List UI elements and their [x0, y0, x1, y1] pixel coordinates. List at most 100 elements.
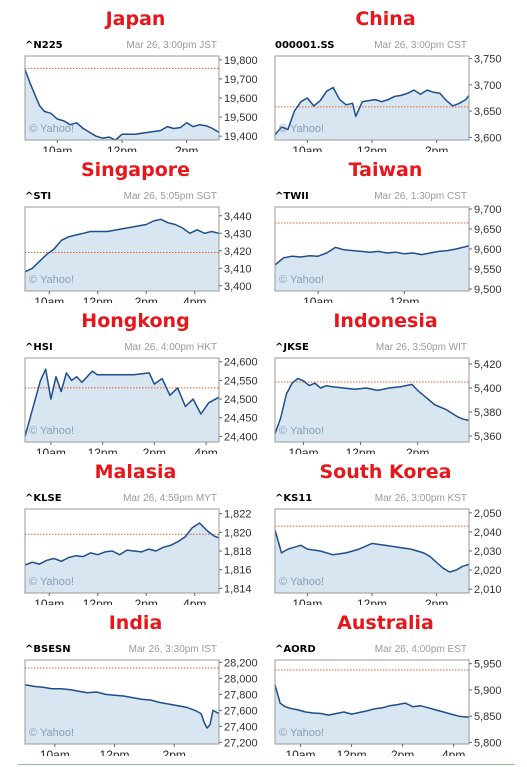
ticker-label: ^KLSE [25, 493, 62, 504]
chart-title-south-korea: South Korea [319, 461, 452, 483]
x-tick-label: 4pm [442, 748, 465, 756]
x-tick-label: 10am [303, 295, 333, 303]
x-tick-label: 2pm [391, 748, 414, 756]
y-tick-label: 5,900 [474, 685, 502, 697]
price-line [274, 684, 470, 718]
chart-taiwan: ^TWII Mar 26, 1:30pm CST © Yahoo! 9,700 9,65… [274, 191, 502, 303]
price-area [25, 684, 219, 744]
timestamp-label: Mar 26, 3:50pm WIT [376, 342, 467, 353]
price-area [275, 684, 469, 744]
yahoo-watermark: © Yahoo! [279, 727, 324, 739]
chart-panel-australia: Australia ^AORD Mar 26, 4:00pm EST © Yahoo!… [258, 606, 513, 756]
y-tick-label: 2,050 [474, 508, 502, 520]
x-tick-label: 12pm [107, 144, 137, 152]
y-tick-label: 1,820 [224, 527, 252, 539]
y-tick-label: 3,440 [224, 211, 252, 223]
plot-frame [274, 659, 470, 745]
x-tick-label: 12pm [88, 446, 118, 454]
y-tick-label: 27,400 [224, 721, 258, 733]
x-tick-label: 10am [40, 748, 70, 756]
plot-frame [274, 357, 470, 443]
x-tick-label: 4pm [183, 597, 206, 605]
timestamp-label: Mar 26, 4:00pm EST [375, 644, 467, 655]
price-area [25, 219, 219, 291]
ticker-label: ^JKSE [275, 342, 309, 353]
chart-hongkong: ^HSI Mar 26, 4:00pm HKT © Yahoo! 24,600 24,5… [24, 342, 258, 454]
chart-title-australia: Australia [337, 612, 434, 634]
y-tick-label: 1,814 [224, 583, 252, 595]
x-tick-label: 12pm [357, 144, 387, 152]
yahoo-watermark: © Yahoo! [279, 274, 324, 286]
chart-panel-japan: Japan ^N225 Mar 26, 3:00pm JST © Yahoo! 19,8… [8, 2, 263, 152]
y-tick-label: 28,200 [224, 657, 258, 669]
x-tick-label: 2pm [406, 446, 429, 454]
y-tick-label: 9,700 [474, 204, 502, 216]
y-tick-label: 24,500 [224, 394, 258, 406]
chart-malasia: ^KLSE Mar 26, 4:59pm MYT © Yahoo! 1,822 1,82… [24, 493, 252, 605]
y-tick-label: 24,400 [224, 431, 258, 443]
price-line [274, 529, 470, 573]
yahoo-watermark: © Yahoo! [29, 576, 74, 588]
plot-frame [24, 206, 220, 292]
timestamp-label: Mar 26, 1:30pm CST [374, 191, 467, 202]
chart-title-taiwan: Taiwan [348, 159, 423, 181]
chart-panel-taiwan: Taiwan ^TWII Mar 26, 1:30pm CST © Yahoo! 9,7… [258, 153, 513, 303]
x-tick-label: 10am [34, 295, 64, 303]
y-tick-label: 3,750 [474, 54, 502, 66]
y-tick-label: 3,420 [224, 246, 252, 258]
y-tick-label: 1,822 [224, 509, 252, 521]
x-tick-label: 2pm [143, 446, 166, 454]
x-tick-label: 12pm [83, 597, 113, 605]
chart-panel-china: China 000001.SS Mar 26, 3:00pm CST © Yahoo!… [258, 2, 513, 152]
y-tick-label: 27,800 [224, 689, 258, 701]
chart-australia: ^AORD Mar 26, 4:00pm EST © Yahoo! 5,950 5,90… [274, 644, 502, 756]
x-tick-label: 2pm [135, 597, 158, 605]
y-tick-label: 19,600 [224, 93, 258, 105]
price-line [24, 69, 220, 141]
y-tick-label: 19,400 [224, 131, 258, 143]
x-tick-label: 2pm [163, 748, 186, 756]
price-line [24, 368, 220, 437]
chart-indonesia: ^JKSE Mar 26, 3:50pm WIT © Yahoo! 5,420 5,40… [274, 342, 502, 454]
x-tick-label: 12pm [337, 748, 367, 756]
x-tick-label: 10am [289, 446, 319, 454]
y-tick-label: 24,600 [224, 357, 258, 369]
chart-panel-india: India ^BSESN Mar 26, 3:30pm IST © Yahoo! 28,… [8, 606, 263, 756]
y-tick-label: 24,450 [224, 413, 258, 425]
ticker-label: ^AORD [275, 644, 316, 655]
x-tick-label: 2pm [175, 144, 198, 152]
y-tick-label: 1,818 [224, 546, 252, 558]
x-tick-label: 12pm [83, 295, 113, 303]
y-tick-label: 24,550 [224, 375, 258, 387]
chart-panel-indonesia: Indonesia ^JKSE Mar 26, 3:50pm WIT © Yahoo!… [258, 304, 513, 454]
chart-japan: ^N225 Mar 26, 3:00pm JST © Yahoo! 19,800 19,… [24, 40, 258, 152]
bottom-divider [18, 764, 515, 765]
price-area [275, 378, 469, 442]
x-tick-label: 10am [42, 144, 72, 152]
chart-title-malasia: Malasia [94, 461, 177, 483]
price-area [275, 530, 469, 593]
y-tick-label: 9,650 [474, 224, 502, 236]
timestamp-label: Mar 26, 3:00pm KST [375, 493, 467, 504]
chart-panel-singapore: Singapore ^STI Mar 26, 5:05pm SGT © Yahoo! 3… [8, 153, 263, 303]
chart-title-india: India [108, 612, 163, 634]
x-tick-label: 10am [286, 748, 316, 756]
chart-china: 000001.SS Mar 26, 3:00pm CST © Yahoo! 3,750… [274, 40, 502, 152]
x-tick-label: 10am [36, 446, 66, 454]
timestamp-label: Mar 26, 3:00pm JST [126, 40, 217, 51]
timestamp-label: Mar 26, 4:00pm HKT [124, 342, 217, 353]
y-tick-label: 3,700 [474, 80, 502, 92]
y-tick-label: 3,400 [224, 281, 252, 293]
chart-panel-malasia: Malasia ^KLSE Mar 26, 4:59pm MYT © Yahoo! 1,… [8, 455, 263, 605]
timestamp-label: Mar 26, 3:30pm IST [129, 644, 217, 655]
y-tick-label: 5,850 [474, 711, 502, 723]
yahoo-watermark: © Yahoo! [279, 425, 324, 437]
plot-frame [24, 659, 220, 745]
ticker-label: ^KS11 [275, 493, 312, 504]
y-tick-label: 2,030 [474, 546, 502, 558]
y-tick-label: 2,040 [474, 527, 502, 539]
timestamp-label: Mar 26, 4:59pm MYT [123, 493, 217, 504]
x-tick-label: 12pm [100, 748, 130, 756]
x-tick-label: 12pm [357, 597, 387, 605]
chart-south-korea: ^KS11 Mar 26, 3:00pm KST © Yahoo! 2,050 2,04… [274, 493, 502, 605]
